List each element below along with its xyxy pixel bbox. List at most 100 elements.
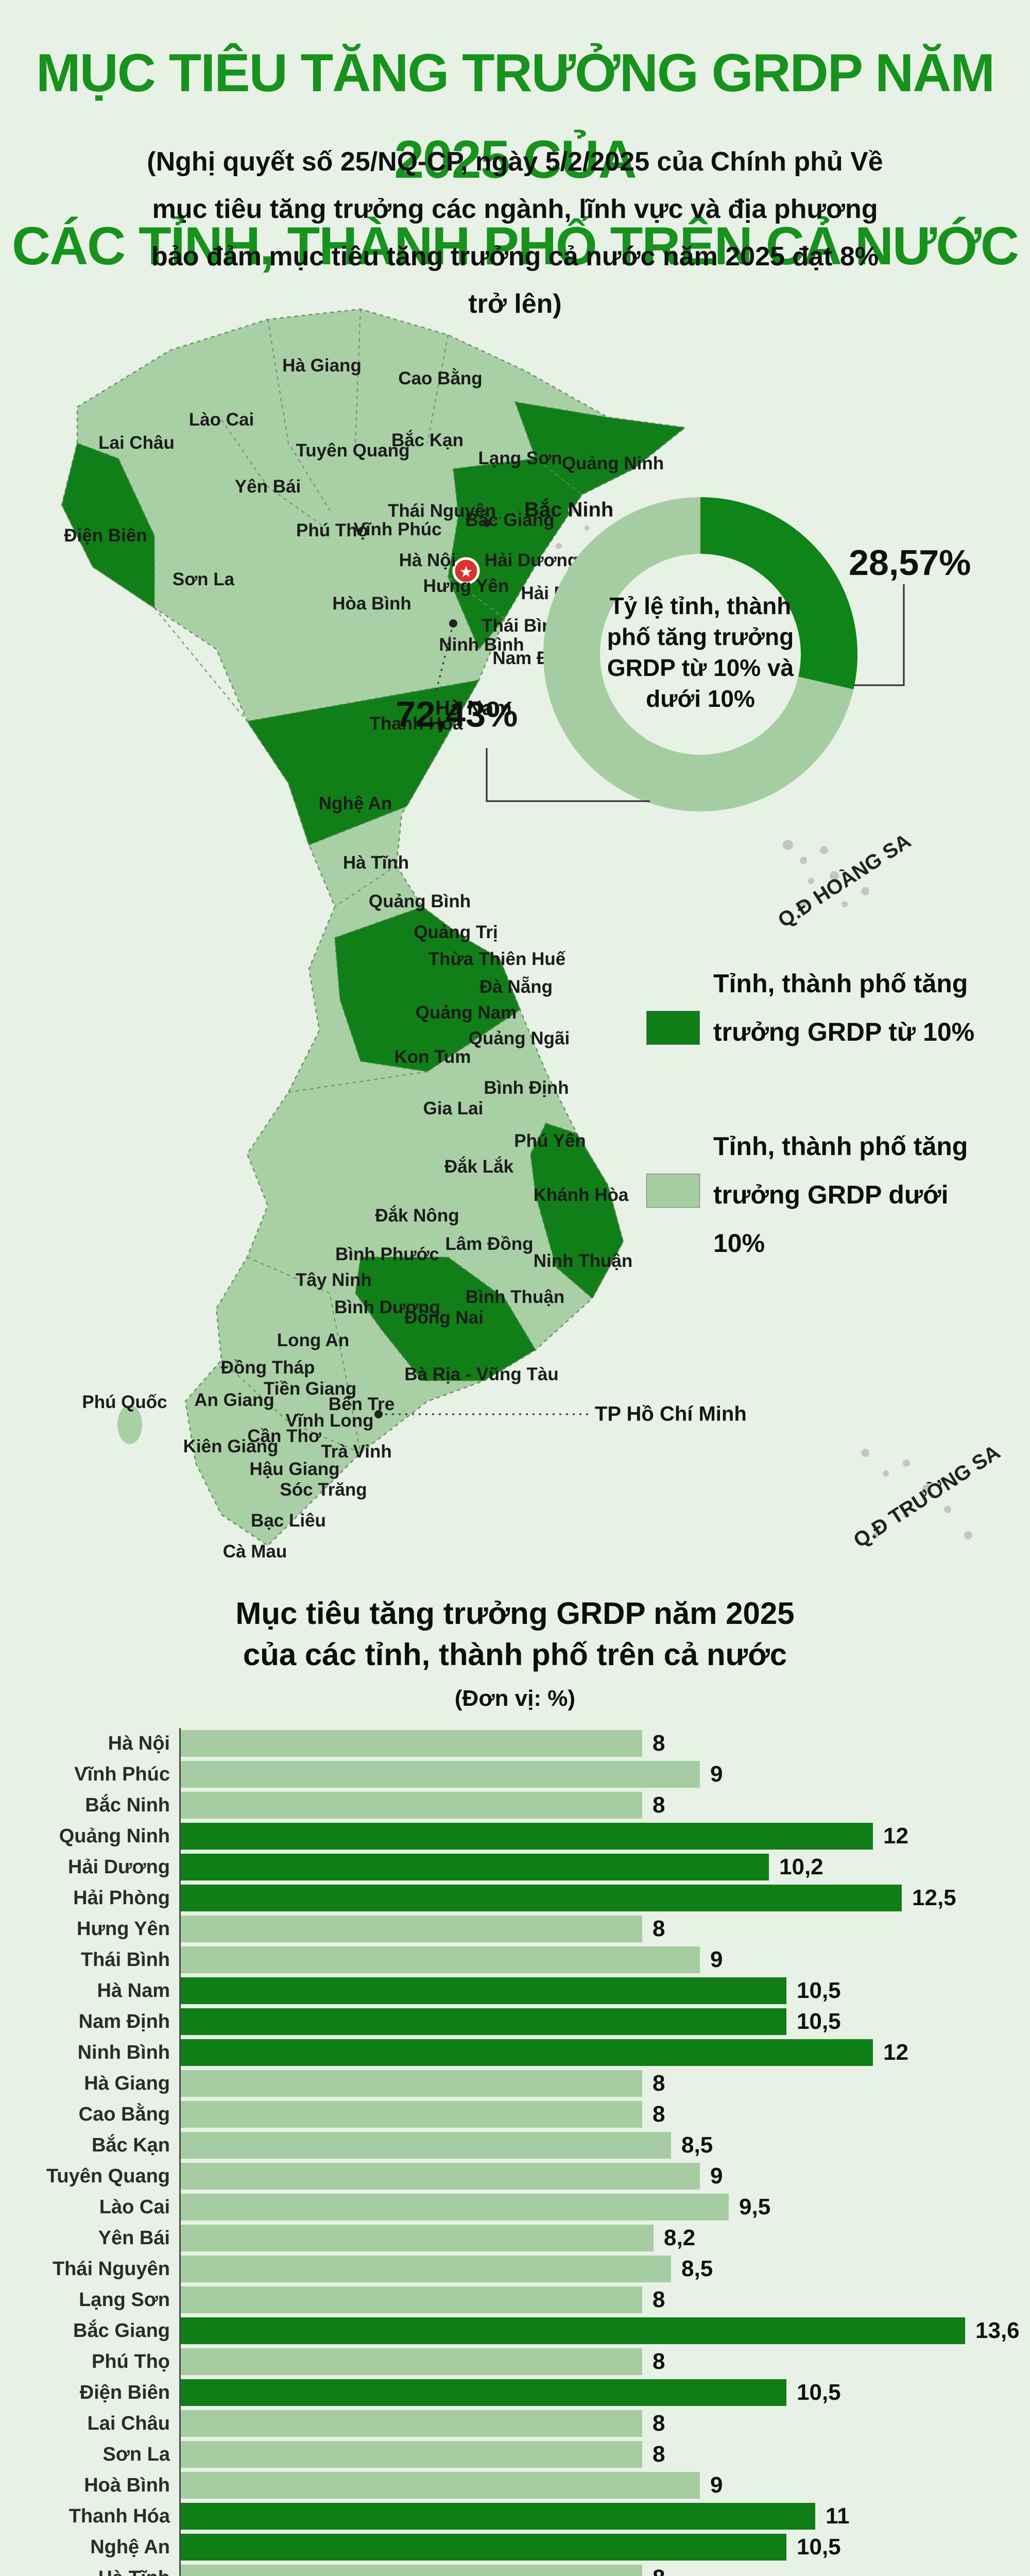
map-province-label: Ninh Bình [439,635,524,655]
donut-center-text: Tỷ lệ tỉnh, thành phố tăng trưởng GRDP t… [607,592,794,712]
bar-province-label: Lai Châu [87,2412,170,2434]
bar-row: Lạng Sơn 8 [0,2284,1030,2315]
bar-value-label: 8 [653,1916,665,1941]
bar-row: Phú Thọ 8 [0,2346,1030,2377]
bar-value-label: 10,5 [797,2380,841,2405]
bar-province-label: Vĩnh Phúc [74,1763,170,1785]
bar-province-label: Quảng Ninh [59,1825,170,1847]
map-province-label: Hà Nội [399,550,456,570]
bar-value-label: 8 [653,2071,665,2096]
bar-track: 8,2 [179,2223,1030,2253]
map-callout-label: Bắc Ninh [524,498,614,521]
donut-chart [486,497,905,811]
bar-province-label: Nam Định [78,2010,170,2032]
bar [181,2225,654,2251]
bar-row: Lai Châu 8 [0,2408,1030,2439]
bar-value-label: 10,5 [797,2009,841,2034]
bar-track: 12 [179,2037,1030,2068]
map-province-label: Hải Dương [484,550,579,570]
bar [181,2441,642,2468]
page-title-line2: CÁC TỈNH, THÀNH PHỐ TRÊN CẢ NƯỚC [11,216,1019,276]
bar-value-label: 8,2 [664,2225,696,2250]
bar-track: 9 [179,1759,1030,1790]
map-province-label: Đà Nẵng [479,977,553,997]
bar-track: 11 [179,2501,1030,2532]
svg-text:★: ★ [459,564,473,581]
bar-province-label: Ninh Bình [77,2041,170,2063]
bar [181,2132,671,2159]
map-province-label: Long An [277,1330,350,1350]
bar-province-label: Hà Nội [108,1732,170,1754]
bar-value-label: 12,5 [912,1885,956,1910]
map-province-label: Hưng Yên [423,576,509,596]
bar-value-label: 9,5 [739,2194,771,2219]
legend-label-light: Tỉnh, thành phố tăng trưởng GRDP dưới 10… [713,1132,968,1258]
bar-track: 9 [179,2161,1030,2192]
bar-value-label: 12 [883,1823,908,1849]
bar-rows: Hà Nội 8 Vĩnh Phúc 9 Bắc Ninh 8 Quảng Ninh 12 Hả… [0,1728,1030,2576]
bar [181,2070,642,2097]
bar-province-label: Hải Dương [67,1856,170,1878]
bar-value-label: 8 [653,2442,665,2467]
bar [181,1761,700,1788]
bar-row: Vĩnh Phúc 9 [0,1759,1030,1790]
bar [181,2503,815,2530]
bar-track: 10,2 [179,1852,1030,1883]
map-province-label: Lâm Đồng [445,1234,534,1254]
page-subtitle: (Nghị quyết số 25/NQ-CP, ngày 5/2/2025 c… [147,147,883,319]
map-province-label: Bà Rịa - Vũng Tàu [404,1364,559,1384]
map-province-label: Lào Cai [188,410,254,430]
bar-province-label: Bắc Giang [73,2319,170,2342]
bar [181,2163,700,2190]
bar-track: 8 [179,1790,1030,1821]
donut-ring-dark [543,497,857,811]
bar-track: 8 [179,2346,1030,2377]
bar-value-label: 9 [710,1761,723,1787]
map-province-label: Quảng Ngãi [468,1028,570,1048]
bar [181,1792,642,1819]
bar-row: Tuyên Quang 9 [0,2161,1030,2192]
bar-track: 8,5 [179,2130,1030,2161]
bar [181,1823,873,1850]
map-province-label: Sơn La [172,569,235,589]
bar-track: 9,5 [179,2192,1030,2223]
bar-chart-section: Mục tiêu tăng trưởng GRDP năm 2025 của c… [0,1593,1030,2576]
map-province-label: Lạng Sơn [478,448,562,468]
bar-province-label: Lào Cai [99,2196,170,2218]
bar-value-label: 8 [653,2565,665,2576]
bar-value-label: 13,6 [975,2318,1020,2343]
map-callout-label: Hà Nam [435,697,512,720]
bar-value-label: 9 [710,1947,723,1972]
truong-sa-islets [861,1449,972,1539]
bar-track: 8 [179,2284,1030,2315]
bar [181,1730,642,1757]
map-province-label: Khánh Hòa [533,1185,629,1205]
map-province-label: Bến Tre [328,1394,395,1414]
bar-value-label: 8 [653,2349,665,2374]
bar-row: Bắc Giang 13,6 [0,2315,1030,2346]
bar-province-label: Phú Thọ [92,2350,170,2372]
bar-value-label: 9 [710,2472,723,2498]
bar-track: 8 [179,1913,1030,1944]
map-province-label: Cà Mau [222,1541,287,1562]
bar-track: 10,5 [179,1975,1030,2006]
map-province-label: Phú Thọ [296,520,368,540]
legend-swatch-dark [646,1011,700,1045]
map-province-label: Vĩnh Long [285,1411,374,1431]
phu-quoc-island [117,1405,142,1444]
bar-province-label: Hải Phòng [73,1887,170,1909]
bar-row: Quảng Ninh 12 [0,1821,1030,1852]
bar-value-label: 10,5 [797,2534,841,2560]
bar [181,2534,786,2561]
bar-province-label: Cao Bằng [78,2103,170,2125]
map-province-label: Quảng Nam [415,1003,517,1023]
map-province-label: Đắk Nông [375,1206,459,1226]
map-callout-label: TP Hồ Chí Minh [595,1402,747,1426]
bar [181,1885,902,1911]
bar [181,2472,700,2499]
bar [181,2256,671,2282]
map-province-label: Đồng Tháp [220,1358,315,1378]
map-province-label: Phú Quốc [82,1392,167,1412]
bar [181,2379,786,2406]
